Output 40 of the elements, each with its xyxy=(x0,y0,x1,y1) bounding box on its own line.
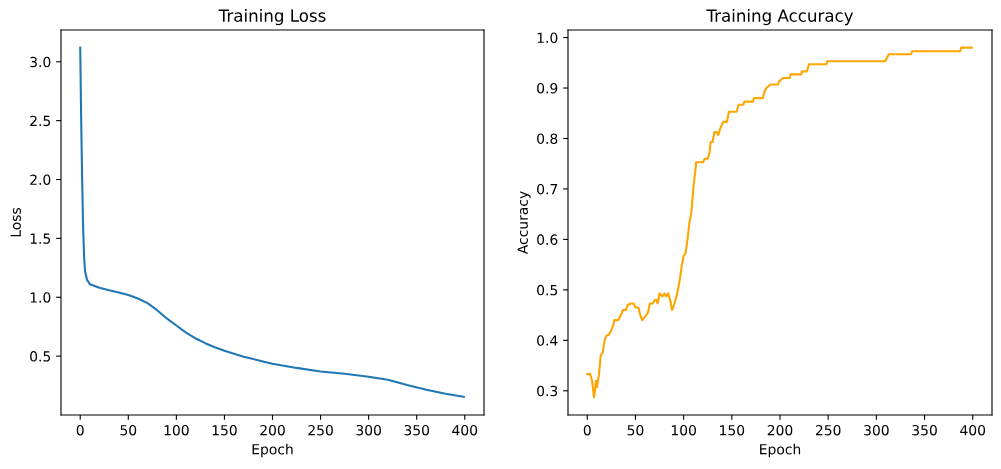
chart-title: Training Loss xyxy=(218,9,326,26)
y-tick-label: 1.0 xyxy=(30,292,51,303)
x-tick-label: 50 xyxy=(627,424,644,436)
x-tick-label: 100 xyxy=(164,424,189,436)
x-tick-label: 0 xyxy=(76,424,84,436)
y-tick-label: 0.5 xyxy=(30,351,51,362)
y-tick-label: 1.5 xyxy=(30,233,51,244)
x-tick-label: 300 xyxy=(864,424,889,436)
x-tick-label: 250 xyxy=(815,424,841,436)
x-tick-label: 350 xyxy=(912,424,937,436)
x-axis-title: Epoch xyxy=(760,443,801,458)
y-axis-title: Accuracy xyxy=(517,191,531,255)
x-tick-label: 200 xyxy=(260,424,285,436)
y-tick-label: 2.5 xyxy=(30,115,51,127)
y-tick-label: 0.7 xyxy=(537,183,558,195)
x-tick-label: 400 xyxy=(452,424,478,436)
x-tick-label: 0 xyxy=(583,424,591,436)
line-series xyxy=(586,46,973,399)
x-tick-label: 200 xyxy=(767,424,793,436)
y-tick-label: 0.9 xyxy=(537,83,558,94)
x-axis-title: Epoch xyxy=(252,443,293,458)
y-axis-title: Loss xyxy=(10,207,21,237)
y-tick-label: 0.3 xyxy=(537,385,558,397)
x-tick-label: 400 xyxy=(960,424,986,436)
y-tick-label: 0.6 xyxy=(537,234,558,245)
line-series xyxy=(79,46,465,398)
chart-title: Training Accuracy xyxy=(706,9,854,26)
y-tick-label: 3.0 xyxy=(30,56,51,68)
y-tick-label: 0.5 xyxy=(537,284,558,296)
x-tick-label: 50 xyxy=(120,424,137,436)
x-tick-label: 250 xyxy=(308,424,333,436)
y-tick-label: 0.8 xyxy=(537,133,558,144)
x-tick-label: 100 xyxy=(671,424,696,436)
y-tick-label: 2.0 xyxy=(30,174,51,185)
x-tick-label: 350 xyxy=(404,424,430,436)
y-tick-label: 1.0 xyxy=(537,32,558,44)
x-tick-label: 150 xyxy=(720,424,745,436)
x-tick-label: 300 xyxy=(356,424,381,436)
y-tick-label: 0.4 xyxy=(537,335,558,346)
x-tick-label: 150 xyxy=(212,424,237,436)
